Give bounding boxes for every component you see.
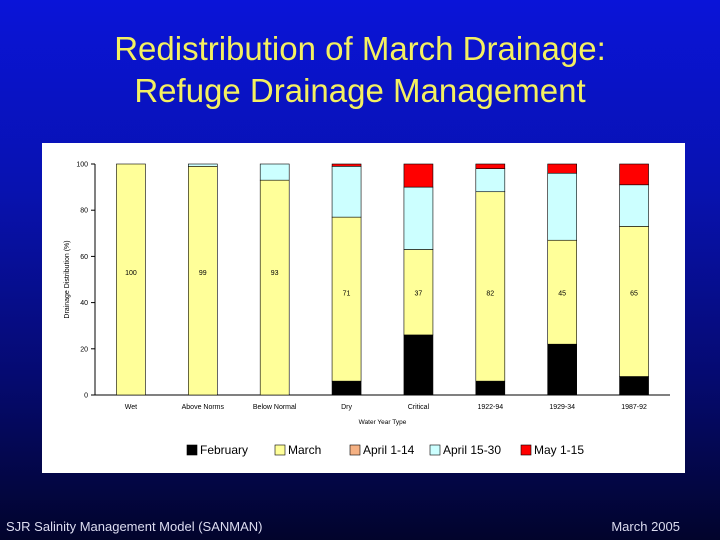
data-label: 65 bbox=[630, 291, 638, 298]
title-line-2: Refuge Drainage Management bbox=[134, 72, 586, 109]
bar-segment-march-5 bbox=[475, 191, 506, 382]
legend-swatch bbox=[520, 444, 532, 456]
stacked-bar-chart: 0 20 40 60 80 100 Drainage Distribution (%) Wet… bbox=[64, 162, 670, 457]
bar-segment-april-15-30-6 bbox=[547, 172, 577, 241]
data-label: 100 bbox=[125, 270, 137, 277]
legend-swatch bbox=[429, 444, 441, 456]
bar-segment-april-15-30-5 bbox=[475, 168, 506, 193]
data-label: 37 bbox=[415, 291, 423, 298]
legend-swatch bbox=[274, 444, 286, 456]
x-tick-label: Critical bbox=[408, 404, 430, 411]
bar-segment-may-1-15-4 bbox=[403, 163, 434, 188]
x-tick-label: 1929-34 bbox=[549, 404, 575, 411]
data-label: 99 bbox=[199, 270, 207, 277]
y-tick-label: 20 bbox=[80, 346, 88, 353]
data-label: 93 bbox=[271, 270, 279, 277]
y-tick-label: 80 bbox=[80, 208, 88, 215]
bar-segment-april-15-30-1 bbox=[188, 163, 218, 167]
x-axis-title: Water Year Type bbox=[359, 419, 407, 426]
bar-segment-march-2 bbox=[259, 179, 290, 396]
legend-label: May 1-15 bbox=[534, 443, 584, 457]
title-line-1: Redistribution of March Drainage: bbox=[114, 30, 606, 67]
bar-segment-february-5 bbox=[475, 380, 506, 396]
bar-segment-march-4 bbox=[403, 249, 434, 336]
bar-segment-february-3 bbox=[331, 380, 362, 396]
bar-segment-may-1-15-3 bbox=[331, 163, 362, 167]
x-tick-label: Below Normal bbox=[253, 404, 297, 411]
legend-label: April 1-14 bbox=[363, 443, 415, 457]
legend-swatch bbox=[186, 444, 198, 456]
bar-segment-april-15-30-2 bbox=[259, 163, 290, 181]
bar-segment-february-7 bbox=[619, 376, 649, 396]
x-tick-label: Above Norms bbox=[182, 404, 225, 411]
y-tick-label: 100 bbox=[76, 162, 88, 169]
legend-label: March bbox=[288, 443, 321, 457]
bar-segment-may-1-15-7 bbox=[619, 163, 649, 186]
bar-segment-february-4 bbox=[403, 334, 434, 396]
bar-segment-april-15-30-7 bbox=[619, 184, 649, 227]
x-tick-label: Wet bbox=[125, 404, 137, 411]
bar-segment-march-7 bbox=[619, 226, 649, 377]
slide-title: Redistribution of March Drainage: Refuge… bbox=[0, 28, 720, 112]
bar-segment-may-1-15-5 bbox=[475, 163, 506, 169]
bar-segment-april-15-30-3 bbox=[331, 166, 362, 218]
y-axis-title: Drainage Distribution (%) bbox=[64, 240, 71, 318]
bar-segment-march-1 bbox=[188, 166, 218, 396]
data-label: 45 bbox=[558, 291, 566, 298]
x-tick-label: Dry bbox=[341, 404, 352, 411]
chart-panel: 0 20 40 60 80 100 Drainage Distribution (%) Wet… bbox=[42, 143, 685, 473]
bar-segment-may-1-15-6 bbox=[547, 163, 577, 174]
data-label: 82 bbox=[486, 291, 494, 298]
bar-segment-february-6 bbox=[547, 343, 577, 396]
x-tick-label: 1922-94 bbox=[477, 404, 503, 411]
footer-date: March 2005 bbox=[611, 519, 680, 534]
bar-segment-march-6 bbox=[547, 239, 577, 345]
legend-swatch bbox=[349, 444, 361, 456]
x-tick-label: 1987-92 bbox=[621, 404, 647, 411]
legend-label: February bbox=[200, 443, 248, 457]
y-tick-label: 40 bbox=[80, 300, 88, 307]
y-tick-label: 0 bbox=[84, 393, 88, 400]
bar-segment-march-3 bbox=[331, 216, 362, 382]
legend-label: April 15-30 bbox=[443, 443, 501, 457]
bar-segment-march-0 bbox=[116, 163, 146, 396]
data-label: 71 bbox=[343, 291, 351, 298]
y-tick-label: 60 bbox=[80, 254, 88, 261]
bar-segment-april-15-30-4 bbox=[403, 186, 434, 250]
footer-model-name: SJR Salinity Management Model (SANMAN) bbox=[6, 519, 263, 534]
